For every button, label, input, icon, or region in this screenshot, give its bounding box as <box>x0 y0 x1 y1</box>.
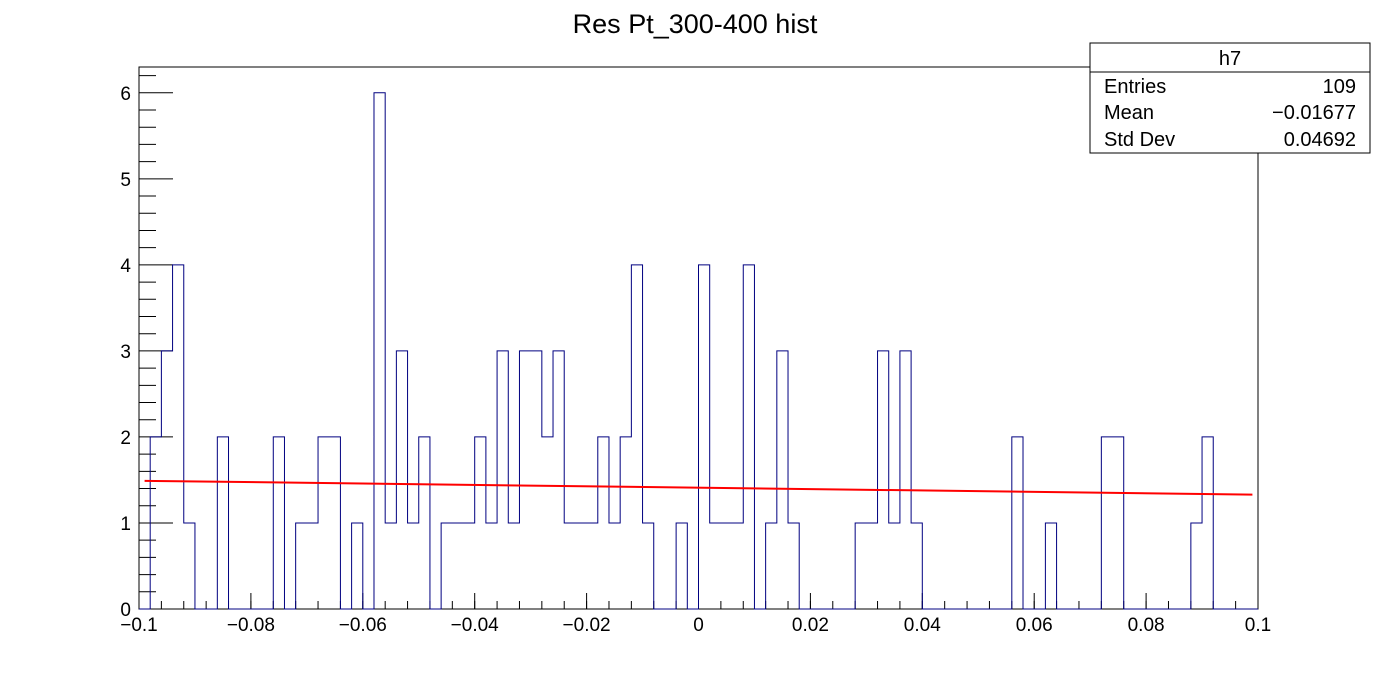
x-tick-label: 0.08 <box>1128 615 1165 636</box>
y-tick-label: 5 <box>120 170 131 191</box>
chart-title: Res Pt_300-400 hist <box>573 9 818 39</box>
x-tick-label: −0.02 <box>563 615 611 636</box>
stats-mean-label: Mean <box>1104 102 1154 124</box>
stats-mean-value: −0.01677 <box>1272 102 1356 124</box>
y-tick-label: 1 <box>120 514 131 535</box>
x-tick-label: 0.06 <box>1016 615 1053 636</box>
stats-box-frame <box>1089 42 1371 154</box>
x-tick-label: 0.02 <box>792 615 829 636</box>
x-axis: −0.1 −0.08 −0.06 −0.04 −0.02 0 0.02 0.04 0.06 0.0… <box>120 593 1271 636</box>
x-tick-label: −0.04 <box>451 615 500 636</box>
x-tick-label: 0.04 <box>904 615 941 636</box>
stats-stddev-label: Std Dev <box>1104 129 1175 151</box>
y-tick-label: 2 <box>120 428 131 449</box>
stats-box-title: h7 <box>1219 48 1241 70</box>
stats-stddev-value: 0.04692 <box>1284 129 1356 151</box>
stats-entries-value: 109 <box>1323 76 1356 98</box>
stats-box: h7 Entries 109 Mean −0.01677 Std Dev 0.0… <box>1089 42 1371 154</box>
x-tick-label: −0.1 <box>120 615 158 636</box>
x-tick-label: −0.08 <box>227 615 275 636</box>
y-tick-label: 3 <box>120 342 131 363</box>
y-minor-ticks <box>139 75 156 593</box>
x-tick-label: −0.06 <box>339 615 387 636</box>
y-tick-label: 0 <box>120 600 131 621</box>
y-tick-label: 6 <box>120 84 131 105</box>
x-tick-label: 0 <box>693 615 704 636</box>
histogram-series <box>139 92 1258 610</box>
stats-entries-label: Entries <box>1104 76 1166 98</box>
x-tick-label: 0.1 <box>1245 615 1271 636</box>
y-tick-label: 4 <box>120 256 131 277</box>
fit-line <box>144 479 1253 496</box>
